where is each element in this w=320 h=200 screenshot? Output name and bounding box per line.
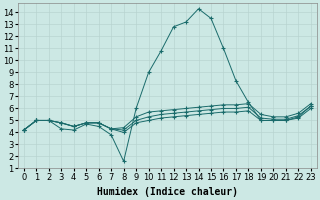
X-axis label: Humidex (Indice chaleur): Humidex (Indice chaleur) (97, 187, 238, 197)
